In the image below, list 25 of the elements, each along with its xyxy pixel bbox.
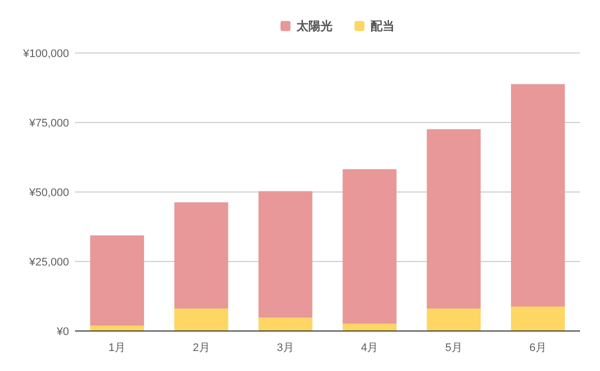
x-tick-label: 2月 bbox=[192, 342, 210, 354]
bar bbox=[174, 202, 228, 308]
y-tick-label: ¥0 bbox=[56, 326, 69, 338]
bar bbox=[510, 306, 565, 331]
x-tick-label: 4月 bbox=[361, 342, 378, 354]
x-tick-label: 6月 bbox=[529, 342, 546, 354]
y-tick-label: ¥75,000 bbox=[28, 118, 69, 130]
bar bbox=[510, 84, 565, 307]
bar bbox=[174, 308, 228, 331]
bar bbox=[342, 169, 397, 324]
y-tick-label: ¥50,000 bbox=[28, 187, 69, 199]
x-tick-label: 5月 bbox=[445, 342, 462, 354]
bar bbox=[426, 308, 481, 331]
bar bbox=[258, 318, 312, 331]
x-tick-label: 1月 bbox=[108, 342, 126, 354]
legend-label: 配当 bbox=[370, 19, 394, 33]
bar bbox=[90, 326, 144, 331]
y-tick-label: ¥25,000 bbox=[28, 256, 69, 268]
x-tick-label: 3月 bbox=[276, 342, 294, 354]
bar bbox=[90, 235, 144, 326]
legend-label: 太陽光 bbox=[296, 19, 332, 33]
bar bbox=[258, 191, 312, 318]
bar bbox=[426, 129, 481, 308]
y-tick-label: ¥100,000 bbox=[22, 48, 69, 60]
bar bbox=[342, 324, 397, 331]
